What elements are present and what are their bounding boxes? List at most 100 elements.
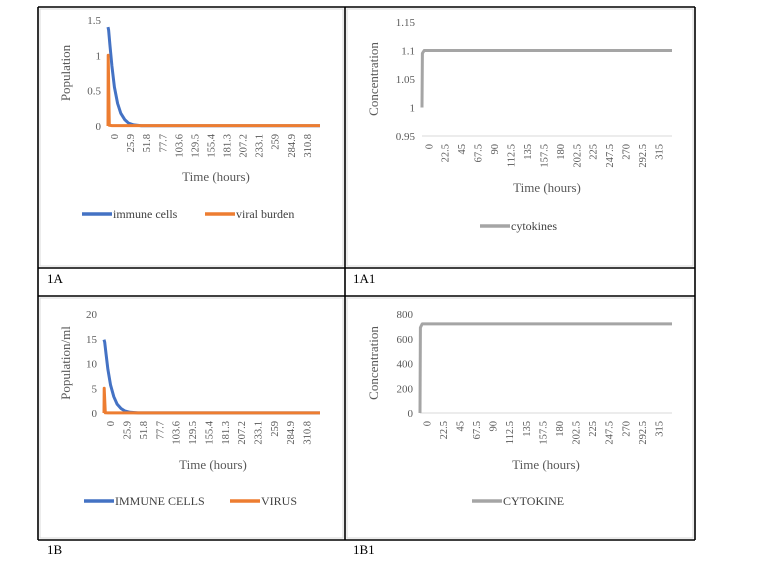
- x-tick-label: 157.5: [538, 421, 549, 445]
- y-tick-label: 20: [86, 309, 98, 321]
- x-tick-label: 259: [271, 134, 282, 150]
- x-tick-label: 207.2: [239, 134, 250, 158]
- x-tick-label: 180: [556, 144, 567, 160]
- x-tick-label: 129.5: [190, 134, 201, 158]
- y-tick-label: 0: [92, 408, 98, 420]
- x-tick-label: 51.8: [142, 134, 153, 152]
- panels-layer: 0 0.5 1 1.5 0 25.9 51.8 77.7 103.6 129.5 155.4 181.…: [39, 8, 694, 557]
- x-tick-label: 181.3: [221, 421, 232, 445]
- legend-label: viral burden: [236, 207, 294, 221]
- legend-label: CYTOKINE: [503, 494, 564, 508]
- y-tick-label: 10: [86, 359, 98, 371]
- y-tick-label: 5: [92, 383, 98, 395]
- x-tick-label: 0: [106, 421, 117, 426]
- panel-caption: 1B1: [353, 542, 375, 557]
- x-tick-label: 202.5: [572, 144, 583, 168]
- x-tick-label: 0: [424, 144, 435, 149]
- chart-panel-1a1: 0.95 1 1.05 1.1 1.15 0 22.5 45 67.5 90 112.5 135 157…: [346, 8, 694, 286]
- x-axis-title: Time (hours): [179, 457, 247, 472]
- y-tick-label: 1.5: [87, 15, 101, 27]
- chart-area: [39, 297, 344, 539]
- x-tick-label: 247.5: [605, 421, 616, 445]
- panel-caption: 1A: [47, 271, 64, 286]
- x-tick-label: 135: [522, 421, 533, 437]
- y-tick-label: 1: [410, 103, 416, 115]
- x-tick-label: 155.4: [204, 420, 215, 444]
- x-tick-label: 45: [455, 421, 466, 432]
- x-tick-label: 315: [655, 144, 666, 160]
- x-tick-label: 270: [622, 144, 633, 160]
- y-axis-title: Concentration: [366, 326, 381, 400]
- x-tick-label: 310.8: [303, 134, 314, 158]
- x-tick-label: 259: [270, 421, 281, 437]
- x-tick-label: 284.9: [287, 134, 298, 158]
- chart-area: [346, 297, 694, 539]
- legend-label: immune cells: [113, 207, 178, 221]
- y-tick-label: 1: [96, 50, 102, 62]
- x-tick-label: 77.7: [158, 134, 169, 152]
- chart-panel-1b: 0 5 10 15 20 0 25.9 51.8 77.7 103.6 129.5 155.4 181.…: [39, 297, 344, 557]
- x-tick-label: 90: [489, 421, 500, 432]
- y-tick-label: 800: [397, 309, 414, 321]
- x-tick-label: 67.5: [474, 144, 485, 162]
- x-tick-label: 25.9: [126, 134, 137, 152]
- y-tick-label: 0.95: [396, 131, 416, 143]
- y-tick-label: 1.15: [396, 17, 416, 29]
- y-axis-title: Population/ml: [58, 326, 73, 400]
- y-tick-label: 15: [86, 334, 98, 346]
- x-tick-label: 112.5: [505, 421, 516, 444]
- x-tick-label: 67.5: [472, 421, 483, 439]
- x-axis-title: Time (hours): [182, 169, 250, 184]
- panel-caption: 1B: [47, 542, 63, 557]
- x-tick-label: 103.6: [174, 134, 185, 158]
- x-tick-label: 233.1: [253, 421, 264, 445]
- x-tick-label: 135: [523, 144, 534, 160]
- x-tick-label: 310.8: [303, 421, 314, 445]
- chart-panel-1b1: 0 200 400 600 800 0 22.5 45 67.5 90 112.5 135 157.5 1…: [346, 297, 694, 557]
- x-tick-label: 284.9: [286, 421, 297, 445]
- x-tick-label: 292.5: [638, 421, 649, 445]
- series-line-0: [420, 49, 672, 108]
- y-axis-title: Concentration: [366, 42, 381, 116]
- table-grid: [37, 6, 696, 541]
- y-axis-title: Population: [58, 44, 73, 101]
- x-tick-label: 270: [621, 421, 632, 437]
- y-tick-label: 600: [397, 334, 414, 346]
- x-tick-label: 22.5: [439, 421, 450, 439]
- y-tick-label: 1.05: [396, 74, 416, 86]
- x-tick-label: 180: [555, 421, 566, 437]
- x-tick-label: 233.1: [255, 134, 266, 158]
- x-tick-label: 202.5: [572, 421, 583, 445]
- chart-panel-1a: 0 0.5 1 1.5 0 25.9 51.8 77.7 103.6 129.5 155.4 181.…: [39, 8, 344, 286]
- y-tick-label: 1.1: [401, 46, 415, 58]
- x-tick-label: 103.6: [172, 421, 183, 445]
- y-tick-label: 200: [397, 383, 414, 395]
- series-line-1: [106, 53, 320, 128]
- x-tick-label: 25.9: [123, 421, 134, 439]
- panel-caption: 1A1: [353, 271, 375, 286]
- x-tick-label: 90: [490, 144, 501, 155]
- series-line-0: [418, 322, 672, 414]
- legend-label: VIRUS: [261, 494, 297, 508]
- x-tick-label: 0: [110, 134, 121, 139]
- legend-label: IMMUNE CELLS: [115, 494, 205, 508]
- x-tick-label: 22.5: [441, 144, 452, 162]
- x-tick-label: 155.4: [206, 133, 217, 157]
- y-tick-label: 400: [397, 359, 414, 371]
- series-line-1: [102, 386, 320, 415]
- x-tick-label: 129.5: [188, 421, 199, 445]
- y-tick-label: 0: [96, 121, 102, 133]
- x-tick-label: 77.7: [155, 421, 166, 439]
- x-tick-label: 45: [457, 144, 468, 155]
- x-tick-label: 157.5: [539, 144, 550, 168]
- x-tick-label: 207.2: [237, 421, 248, 445]
- y-tick-label: 0: [408, 408, 414, 420]
- x-tick-label: 51.8: [139, 421, 150, 439]
- x-tick-label: 0: [422, 421, 433, 426]
- chart-area: [39, 8, 344, 267]
- x-tick-label: 225: [588, 421, 599, 437]
- x-tick-label: 181.3: [223, 134, 234, 158]
- x-tick-label: 292.5: [638, 144, 649, 168]
- x-axis-title: Time (hours): [512, 457, 580, 472]
